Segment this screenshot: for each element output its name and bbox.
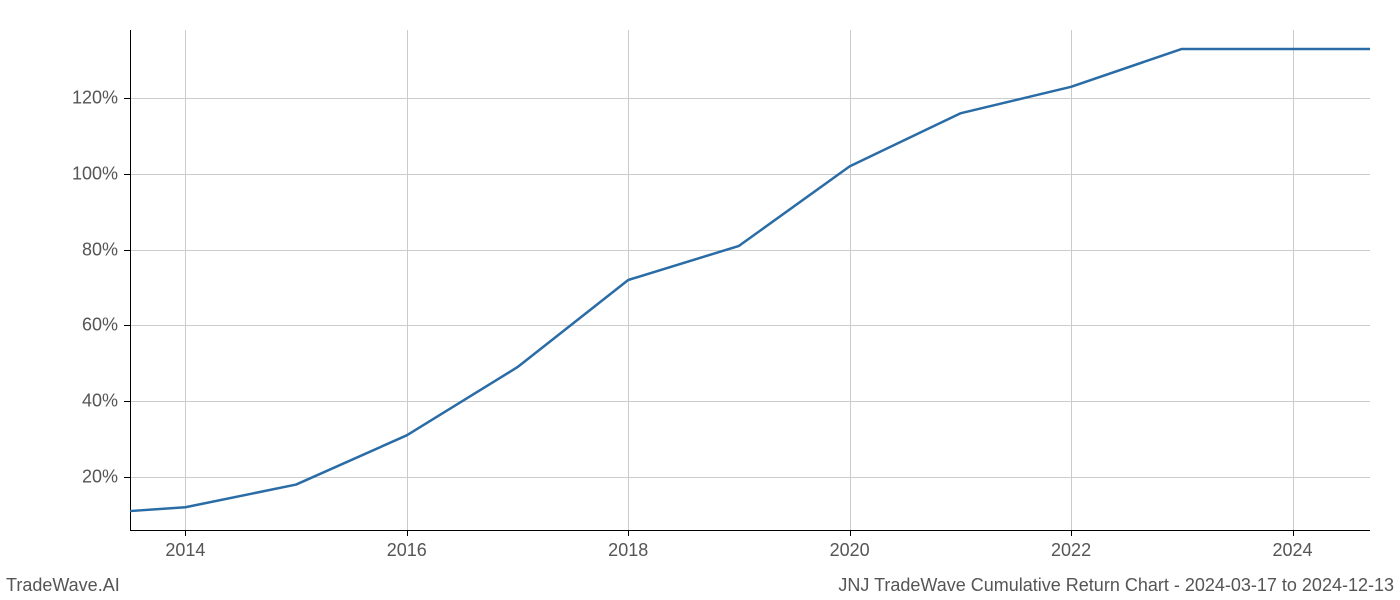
x-tick-label: 2014 — [165, 540, 205, 561]
y-tick-label: 80% — [82, 239, 118, 260]
y-tick-label: 100% — [72, 163, 118, 184]
footer-right-label: JNJ TradeWave Cumulative Return Chart - … — [838, 575, 1394, 596]
y-tick-label: 60% — [82, 315, 118, 336]
y-tick-label: 20% — [82, 466, 118, 487]
line-series — [130, 30, 1370, 530]
chart-container: 20% 40% 60% 80% 100% 120% 2014 2016 2018 2020 2022… — [0, 0, 1400, 600]
x-tick-label: 2022 — [1051, 540, 1091, 561]
x-tick-label: 2024 — [1272, 540, 1312, 561]
y-tick-label: 120% — [72, 88, 118, 109]
series-path — [130, 49, 1370, 511]
y-tick-label: 40% — [82, 391, 118, 412]
x-tick-label: 2018 — [608, 540, 648, 561]
plot-area: 20%40%60%80%100%120%20142016201820202022… — [130, 30, 1370, 530]
x-tick-label: 2020 — [830, 540, 870, 561]
footer-left-label: TradeWave.AI — [6, 575, 120, 596]
x-tick-label: 2016 — [387, 540, 427, 561]
x-axis-line — [130, 530, 1370, 531]
